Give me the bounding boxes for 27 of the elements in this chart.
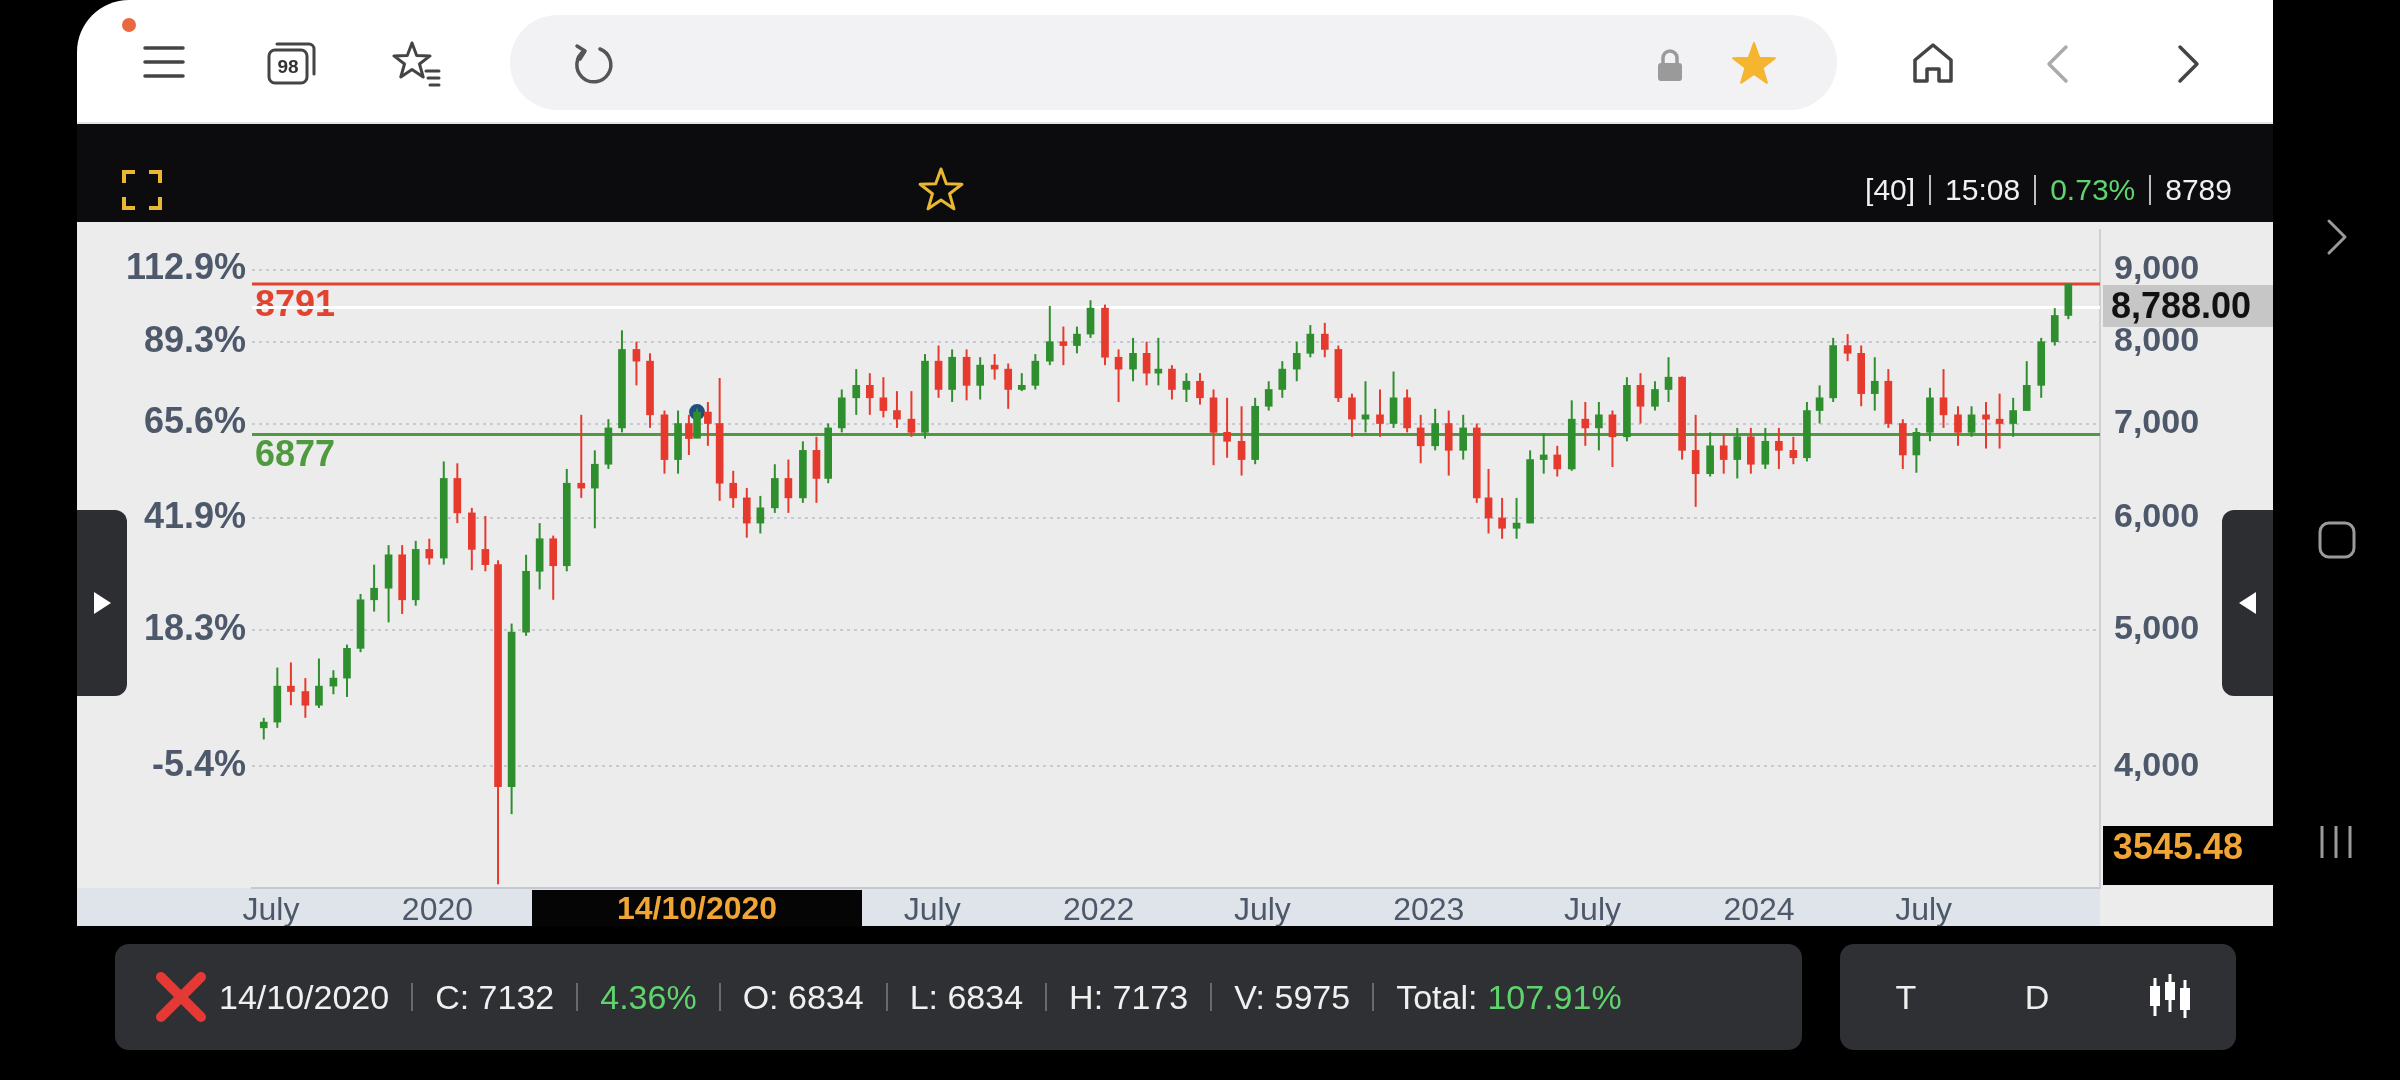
text: 15:08 <box>1945 173 2021 207</box>
text: 41.9% <box>143 494 246 536</box>
text: 0.73% <box>2050 173 2136 207</box>
text: 8789 <box>2165 173 2232 207</box>
x-tick-label: July <box>1895 891 1953 928</box>
text: 89.3% <box>143 318 246 360</box>
x-tick-label: 2024 <box>1723 891 1795 928</box>
info-panel: 14/10/2020 C: 7132 4.36% O: 6834 L: 6834 H: 7173 V: 5975 Total: 107.91% <box>115 944 1802 1050</box>
x-tick-label: July <box>1564 891 1621 928</box>
y-tick-label: 5,000 <box>2114 608 2200 647</box>
y-tick-label: 6,000 <box>2114 496 2200 535</box>
text: [40] <box>1865 173 1916 207</box>
y-tick-label: 4,000 <box>2114 744 2200 783</box>
y-tick-label: 9,000 <box>2114 247 2200 286</box>
text: 65.6% <box>143 400 246 442</box>
tool-panel: T D <box>1840 944 2236 1050</box>
x-tick-label: July <box>242 891 300 928</box>
x-tick-label: 2020 <box>401 891 474 928</box>
x-tick-label: July <box>903 891 961 928</box>
y-tick-label: 7,000 <box>2114 401 2200 440</box>
text: 18.3% <box>143 606 246 648</box>
ref-line-label: 6877 <box>255 433 336 475</box>
x-tick-label: 2022 <box>1063 891 1135 928</box>
x-tick-label: 2023 <box>1393 891 1465 928</box>
text: -5.4% <box>151 743 246 785</box>
text: 112.9% <box>125 246 246 288</box>
x-tick-label: July <box>1233 891 1291 928</box>
